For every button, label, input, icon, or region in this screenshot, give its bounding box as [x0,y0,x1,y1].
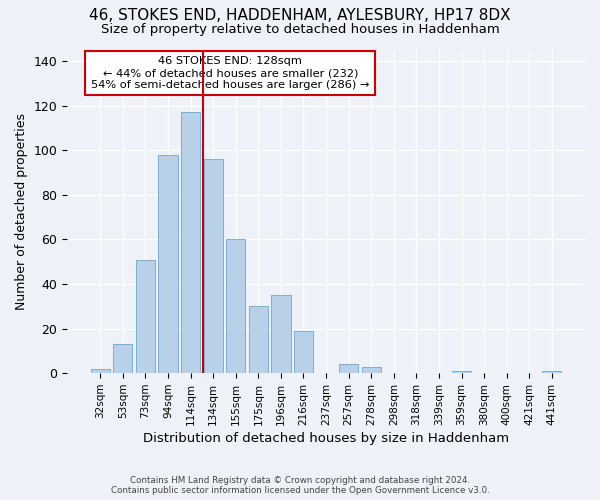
Bar [339,364,358,373]
Bar [136,260,155,373]
Bar [158,155,178,373]
Bar [91,369,110,373]
Bar [294,331,313,373]
X-axis label: Distribution of detached houses by size in Haddenham: Distribution of detached houses by size … [143,432,509,445]
Bar [203,159,223,373]
Text: Contains HM Land Registry data © Crown copyright and database right 2024.
Contai: Contains HM Land Registry data © Crown c… [110,476,490,495]
Bar [542,371,562,373]
Bar [249,306,268,373]
Text: 46, STOKES END, HADDENHAM, AYLESBURY, HP17 8DX: 46, STOKES END, HADDENHAM, AYLESBURY, HP… [89,8,511,22]
Bar [113,344,133,373]
Text: 46 STOKES END: 128sqm
← 44% of detached houses are smaller (232)
54% of semi-det: 46 STOKES END: 128sqm ← 44% of detached … [91,56,370,90]
Bar [271,295,290,373]
Bar [452,371,471,373]
Bar [362,366,381,373]
Text: Size of property relative to detached houses in Haddenham: Size of property relative to detached ho… [101,22,499,36]
Bar [181,112,200,373]
Bar [226,240,245,373]
Y-axis label: Number of detached properties: Number of detached properties [15,113,28,310]
